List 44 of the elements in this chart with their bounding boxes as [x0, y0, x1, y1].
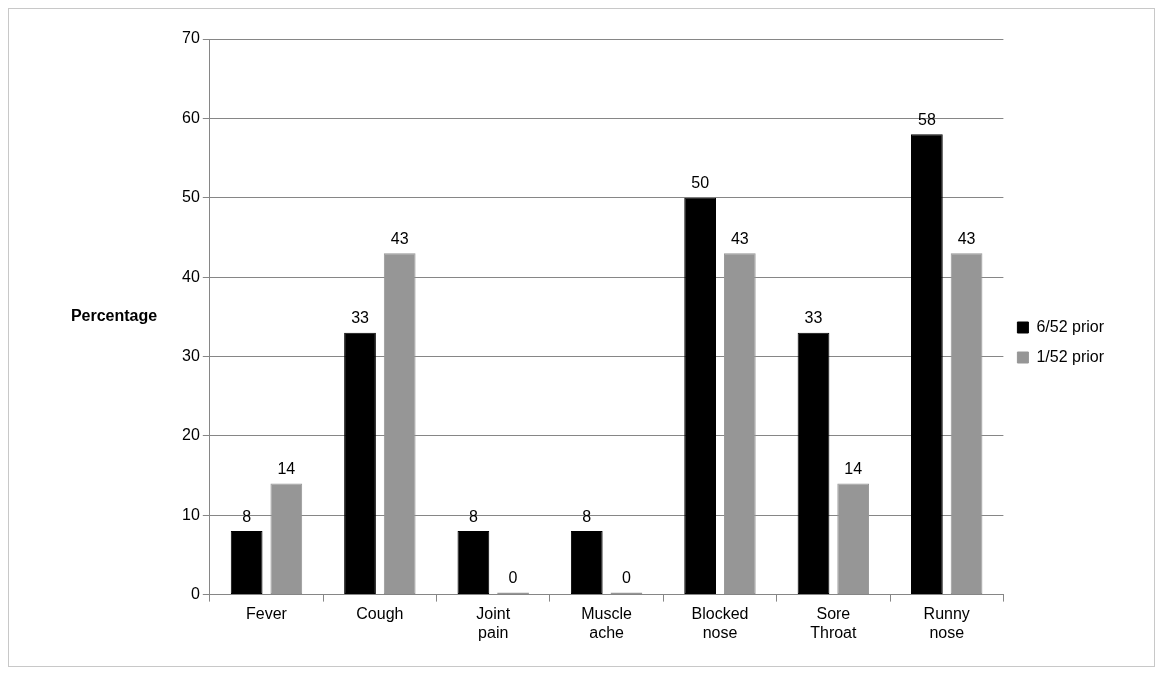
legend-label: 6/52 prior — [1036, 317, 1105, 335]
bar — [457, 531, 490, 595]
x-tick-label: Sore Throat — [810, 604, 858, 641]
data-label: 43 — [390, 229, 409, 247]
bar — [383, 253, 416, 595]
y-tick-label: 40 — [182, 267, 200, 285]
data-label: 14 — [844, 459, 863, 477]
bar — [230, 531, 263, 595]
data-label: 0 — [621, 569, 631, 587]
bar — [950, 253, 983, 595]
data-label: 50 — [691, 174, 710, 192]
bar — [270, 483, 303, 595]
bar — [723, 253, 756, 595]
data-label: 8 — [242, 507, 252, 525]
data-label: 33 — [804, 309, 823, 327]
x-tick-label: Blocked nose — [691, 604, 749, 641]
data-label: 43 — [730, 229, 749, 247]
y-tick-label: 10 — [182, 505, 200, 523]
x-tick-label: Cough — [356, 604, 404, 622]
y-tick-label: 70 — [182, 29, 200, 47]
y-tick-label: 20 — [182, 426, 200, 444]
bar — [797, 332, 830, 595]
y-tick-label: 30 — [182, 346, 200, 364]
bar — [570, 531, 603, 595]
data-label: 58 — [917, 110, 936, 128]
data-label: 8 — [468, 507, 478, 525]
legend-label: 1/52 prior — [1036, 347, 1105, 365]
data-label: 43 — [957, 229, 976, 247]
y-tick-label: 60 — [182, 108, 200, 126]
x-tick-label: Joint pain — [476, 604, 511, 641]
data-label: 33 — [351, 309, 370, 327]
bar — [911, 134, 943, 595]
x-tick-label: Fever — [246, 604, 288, 622]
bar — [344, 332, 376, 595]
x-tick-label: Muscle ache — [581, 604, 633, 641]
x-tick-label: Runny nose — [923, 604, 970, 641]
data-label: 14 — [277, 459, 296, 477]
bar — [837, 483, 870, 595]
y-tick-label: 0 — [190, 585, 200, 603]
bar — [684, 197, 717, 595]
y-axis-title: Percentage — [70, 307, 158, 325]
data-label: 0 — [508, 569, 518, 587]
y-tick-label: 50 — [182, 188, 200, 206]
data-label: 8 — [582, 507, 592, 525]
